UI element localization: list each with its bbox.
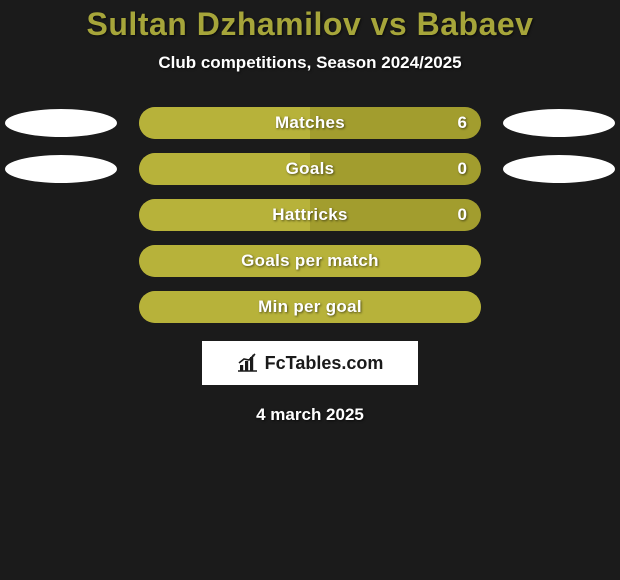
- stat-label: Goals per match: [241, 251, 379, 271]
- left-ellipse: [5, 155, 117, 183]
- stat-label: Matches: [275, 113, 345, 133]
- stat-bar: Hattricks 0: [139, 199, 481, 231]
- stat-bar: Min per goal: [139, 291, 481, 323]
- logo-prefix: Fc: [265, 353, 286, 373]
- left-ellipse: [5, 109, 117, 137]
- stat-rows: Matches 6 Goals 0 Hattricks 0: [0, 107, 620, 323]
- stat-value-right: 6: [458, 113, 467, 133]
- stat-row: Min per goal: [0, 291, 620, 323]
- page-title: Sultan Dzhamilov vs Babaev: [0, 6, 620, 43]
- stat-row: Hattricks 0: [0, 199, 620, 231]
- chart-icon: [237, 353, 261, 373]
- stat-bar: Goals per match: [139, 245, 481, 277]
- logo-text: FcTables.com: [265, 353, 384, 374]
- stat-bar: Matches 6: [139, 107, 481, 139]
- stat-value-right: 0: [458, 205, 467, 225]
- date-text: 4 march 2025: [0, 405, 620, 425]
- stat-row: Matches 6: [0, 107, 620, 139]
- stat-label: Hattricks: [272, 205, 347, 225]
- bar-fill: [139, 153, 310, 185]
- stat-label: Min per goal: [258, 297, 362, 317]
- stat-bar: Goals 0: [139, 153, 481, 185]
- stat-row: Goals per match: [0, 245, 620, 277]
- logo-box: FcTables.com: [202, 341, 418, 385]
- infographic-container: Sultan Dzhamilov vs Babaev Club competit…: [0, 0, 620, 580]
- stat-value-right: 0: [458, 159, 467, 179]
- right-ellipse: [503, 155, 615, 183]
- right-ellipse: [503, 109, 615, 137]
- subtitle: Club competitions, Season 2024/2025: [0, 53, 620, 73]
- stat-row: Goals 0: [0, 153, 620, 185]
- logo-suffix: Tables.com: [286, 353, 384, 373]
- stat-label: Goals: [286, 159, 335, 179]
